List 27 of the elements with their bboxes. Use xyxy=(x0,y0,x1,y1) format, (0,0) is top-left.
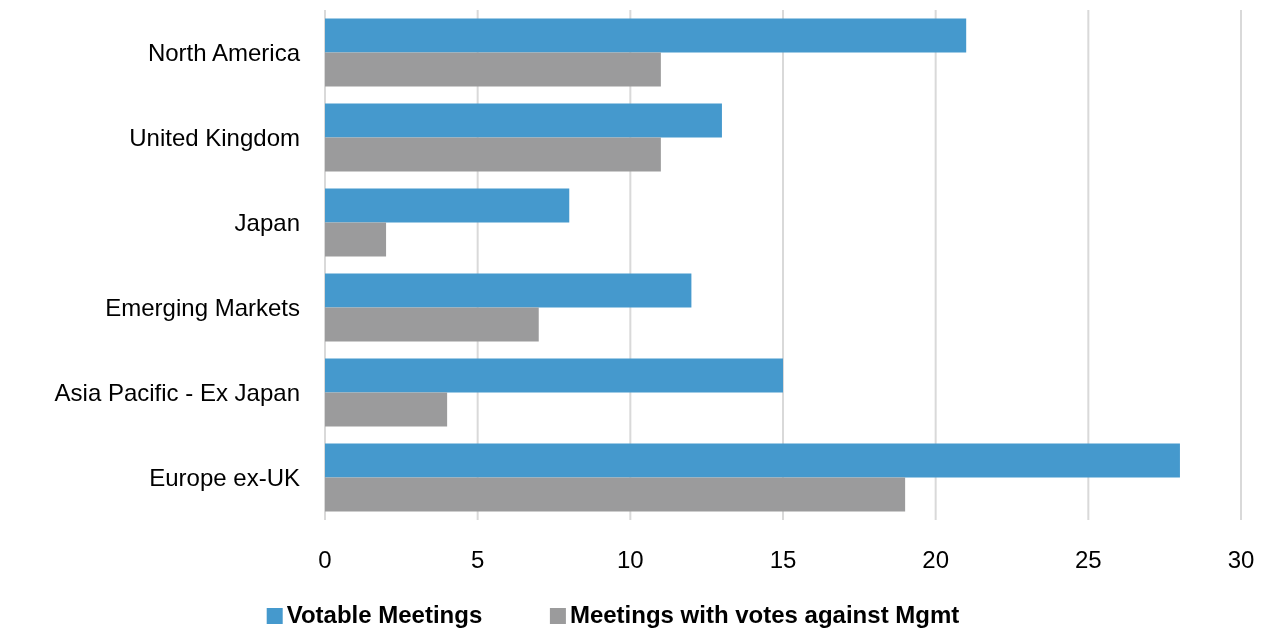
y-tick-label: Europe ex-UK xyxy=(149,463,300,491)
legend-label: Meetings with votes against Mgmt xyxy=(569,601,960,628)
y-tick-label: United Kingdom xyxy=(129,123,300,151)
x-tick-label: 10 xyxy=(616,546,644,573)
y-tick-label: Asia Pacific - Ex Japan xyxy=(54,378,300,406)
x-tick-label: 30 xyxy=(1227,546,1255,573)
bar xyxy=(325,392,448,427)
y-tick-label: Emerging Markets xyxy=(105,293,300,321)
bar xyxy=(325,188,570,223)
bar xyxy=(325,477,906,512)
x-tick-label: 20 xyxy=(922,546,950,573)
legend-label: Votable Meetings xyxy=(286,601,483,628)
x-tick-label: 5 xyxy=(470,546,485,573)
bar xyxy=(325,137,661,172)
x-tick-label: 25 xyxy=(1074,546,1102,573)
bar xyxy=(325,52,661,87)
x-tick-label: 0 xyxy=(318,546,332,573)
bar xyxy=(325,307,539,342)
bar xyxy=(325,103,722,138)
y-tick-label: Japan xyxy=(234,208,300,236)
x-tick-label: 15 xyxy=(769,546,797,573)
bar xyxy=(325,273,692,308)
bar xyxy=(325,358,783,393)
y-tick-label: North America xyxy=(147,38,301,66)
bar xyxy=(325,18,967,53)
bar xyxy=(325,443,1180,478)
bar xyxy=(325,222,387,257)
